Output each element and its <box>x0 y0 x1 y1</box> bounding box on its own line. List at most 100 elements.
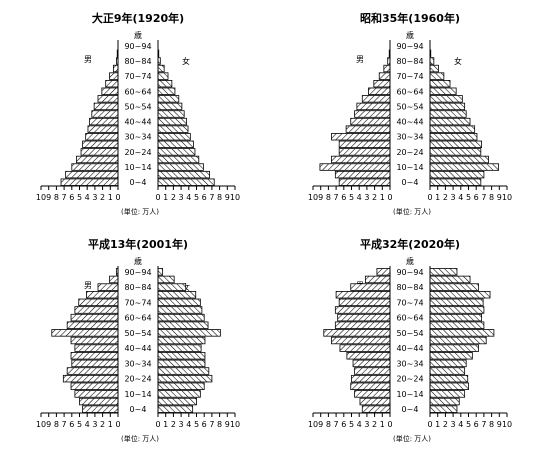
female-bar <box>157 352 206 360</box>
male-bar <box>338 148 391 156</box>
female-bar <box>429 57 435 65</box>
female-bar <box>157 359 206 368</box>
male-bar <box>78 298 119 307</box>
female-bar <box>157 125 189 133</box>
age-group-label: 60~64 <box>124 87 151 96</box>
x-tick-label: 10 <box>308 193 318 202</box>
x-tick-label: 2 <box>443 420 448 429</box>
x-tick-label: 5 <box>466 420 471 429</box>
male-bar <box>354 390 391 398</box>
x-tick-label: 7 <box>334 193 339 202</box>
female-bar <box>157 178 215 186</box>
female-bar <box>429 95 463 103</box>
x-tick-label: 9 <box>46 193 51 202</box>
male-bar <box>352 359 391 368</box>
female-bar <box>157 102 183 111</box>
female-bar <box>429 102 466 111</box>
male-bar <box>66 321 119 329</box>
female-bar <box>429 87 457 95</box>
male-bar <box>334 306 391 314</box>
male-bar <box>66 367 119 375</box>
female-bar <box>429 344 479 352</box>
chart-title: 大正9年(1920年) <box>92 11 184 25</box>
x-tick-label: 0 <box>115 193 120 202</box>
x-tick-label: 2 <box>372 193 377 202</box>
age-group-label: 90~94 <box>124 42 151 51</box>
x-tick-label: 0 <box>427 420 432 429</box>
male-bar <box>376 268 391 276</box>
age-group-label: 10~14 <box>124 390 151 399</box>
age-axis-title: 歳 <box>134 30 142 40</box>
male-bar <box>97 95 119 103</box>
x-tick-label: 8 <box>326 420 331 429</box>
x-tick-label: 3 <box>451 420 456 429</box>
female-bar <box>157 283 187 291</box>
male-bar <box>364 275 391 284</box>
female-bar <box>157 140 194 149</box>
female-bar <box>157 382 205 391</box>
x-tick-label: 4 <box>186 420 191 429</box>
male-bar <box>368 87 391 95</box>
male-bar <box>345 125 391 133</box>
female-bar <box>157 306 203 314</box>
female-bar <box>429 382 469 391</box>
x-tick-label: 7 <box>62 193 67 202</box>
age-group-label: 10~14 <box>396 390 423 399</box>
female-bar <box>157 170 210 179</box>
male-bar <box>74 306 119 314</box>
male-bar <box>74 344 119 352</box>
female-bar <box>429 163 499 171</box>
x-tick-label: 7 <box>481 193 486 202</box>
female-bar <box>429 367 466 375</box>
x-tick-label: 9 <box>318 420 323 429</box>
male-bar <box>334 321 391 329</box>
female-bar <box>429 125 476 133</box>
x-tick-label: 4 <box>458 193 463 202</box>
age-group-label: 50~54 <box>124 102 151 111</box>
age-group-label: 30~34 <box>124 133 151 142</box>
male-bar <box>331 155 391 164</box>
female-bar <box>157 79 173 88</box>
x-tick-label: 10 <box>502 193 512 202</box>
female-bar <box>429 148 482 156</box>
female-label: 女 <box>454 56 462 66</box>
male-bar <box>85 133 119 141</box>
female-bar <box>157 390 201 398</box>
age-group-label: 40~44 <box>396 344 423 353</box>
x-tick-label: 3 <box>451 193 456 202</box>
age-group-label: 90~94 <box>396 268 423 277</box>
age-group-label: 40~44 <box>124 344 151 353</box>
age-group-label: 80~84 <box>124 57 151 66</box>
female-bar <box>429 64 439 73</box>
male-bar <box>51 329 119 337</box>
female-bar <box>157 163 204 171</box>
female-bar <box>429 178 482 186</box>
female-bar <box>429 72 445 80</box>
x-tick-label: 9 <box>46 420 51 429</box>
female-bar <box>429 275 471 284</box>
female-bar <box>429 268 458 276</box>
x-tick-label: 3 <box>92 420 97 429</box>
x-tick-label: 7 <box>209 420 214 429</box>
x-tick-label: 9 <box>225 420 230 429</box>
male-bar <box>346 352 391 360</box>
x-tick-label: 8 <box>217 420 222 429</box>
male-bar <box>71 359 119 368</box>
x-tick-label: 5 <box>349 193 354 202</box>
female-bar <box>157 268 164 276</box>
age-group-label: 80~84 <box>124 283 151 292</box>
age-group-label: 50~54 <box>396 102 423 111</box>
female-bar <box>157 87 176 95</box>
x-tick-label: 7 <box>481 420 486 429</box>
x-tick-label: 6 <box>474 193 479 202</box>
x-tick-label: 4 <box>357 420 362 429</box>
female-bar <box>157 155 200 164</box>
male-bar <box>70 313 119 322</box>
female-bar <box>429 397 460 406</box>
age-group-label: 20~24 <box>124 375 151 384</box>
x-tick-label: 3 <box>92 193 97 202</box>
unit-label: (単位: 万人) <box>121 434 159 443</box>
x-tick-label: 6 <box>341 420 346 429</box>
age-group-label: 0~4 <box>402 178 419 187</box>
female-bar <box>429 359 467 368</box>
